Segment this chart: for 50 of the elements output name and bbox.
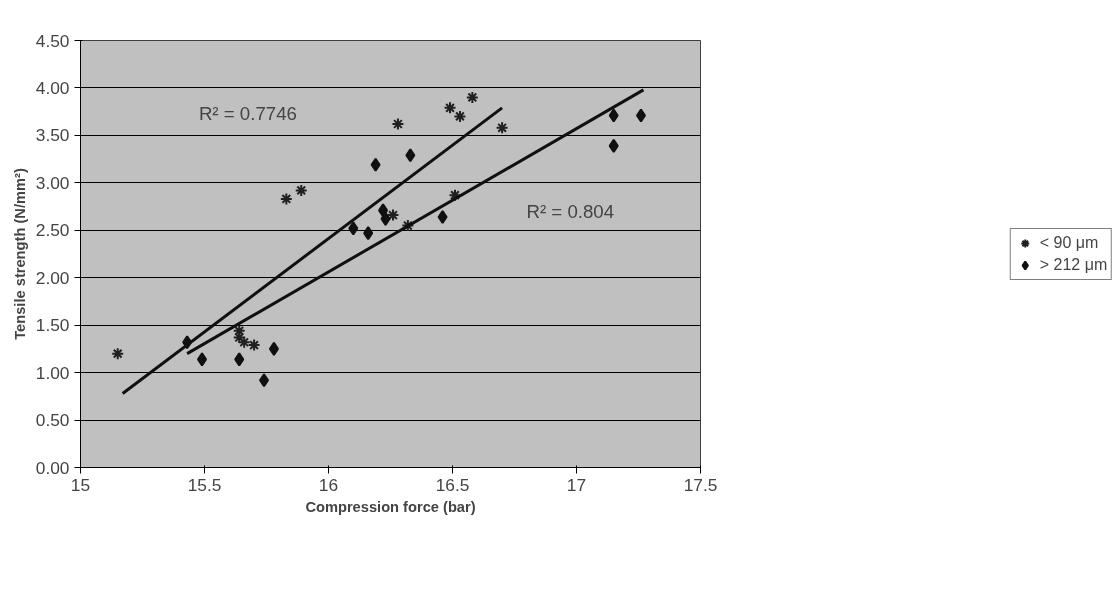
x-tick-label: 16 — [318, 474, 339, 495]
point — [363, 226, 374, 241]
y-tick-label: 1.50 — [35, 315, 70, 336]
y-tick-label: 0.50 — [35, 410, 70, 431]
point — [247, 338, 261, 352]
y-tick-label: 4.00 — [35, 77, 70, 98]
point — [495, 121, 509, 135]
point — [234, 352, 245, 367]
point — [380, 211, 391, 226]
point — [259, 373, 270, 388]
point — [111, 347, 125, 361]
point — [391, 117, 405, 131]
point — [453, 109, 467, 123]
x-tick-label: 17 — [566, 474, 587, 495]
point — [635, 108, 646, 123]
legend-label: > 212 μm — [1039, 255, 1108, 274]
point — [437, 209, 448, 224]
point — [348, 221, 359, 236]
x-tick-label: 17.5 — [683, 474, 718, 495]
point — [448, 188, 462, 202]
x-tick-label: 15.5 — [187, 474, 222, 495]
point — [465, 90, 479, 104]
point — [378, 203, 389, 218]
point — [405, 148, 416, 163]
x-tick-label: 16.5 — [435, 474, 470, 495]
annotation: R² = 0.7746 — [198, 102, 297, 124]
point — [197, 352, 208, 367]
point — [279, 192, 293, 206]
point — [386, 208, 400, 222]
point — [608, 138, 619, 153]
x-axis-title: Compression force (bar) — [305, 498, 476, 515]
y-tick-label: 3.50 — [35, 125, 70, 146]
y-axis-title: Tensile strength (N/mm²) — [11, 168, 28, 340]
point — [237, 335, 251, 349]
point — [443, 101, 457, 115]
y-tick-label: 4.50 — [35, 30, 70, 51]
x-tick-label: 15 — [70, 474, 91, 495]
point — [608, 108, 619, 123]
y-tick-label: 3.00 — [35, 172, 70, 193]
point — [294, 183, 308, 197]
point — [370, 157, 381, 172]
annotation: R² = 0.804 — [526, 200, 615, 222]
point — [401, 219, 415, 233]
point — [232, 331, 246, 344]
y-tick-label: 0.00 — [35, 457, 70, 478]
point — [268, 341, 279, 356]
y-tick-label: 2.00 — [35, 267, 70, 288]
y-tick-label: 2.50 — [35, 220, 70, 241]
y-tick-label: 1.00 — [35, 362, 70, 383]
legend-label: < 90 μm — [1039, 233, 1099, 252]
